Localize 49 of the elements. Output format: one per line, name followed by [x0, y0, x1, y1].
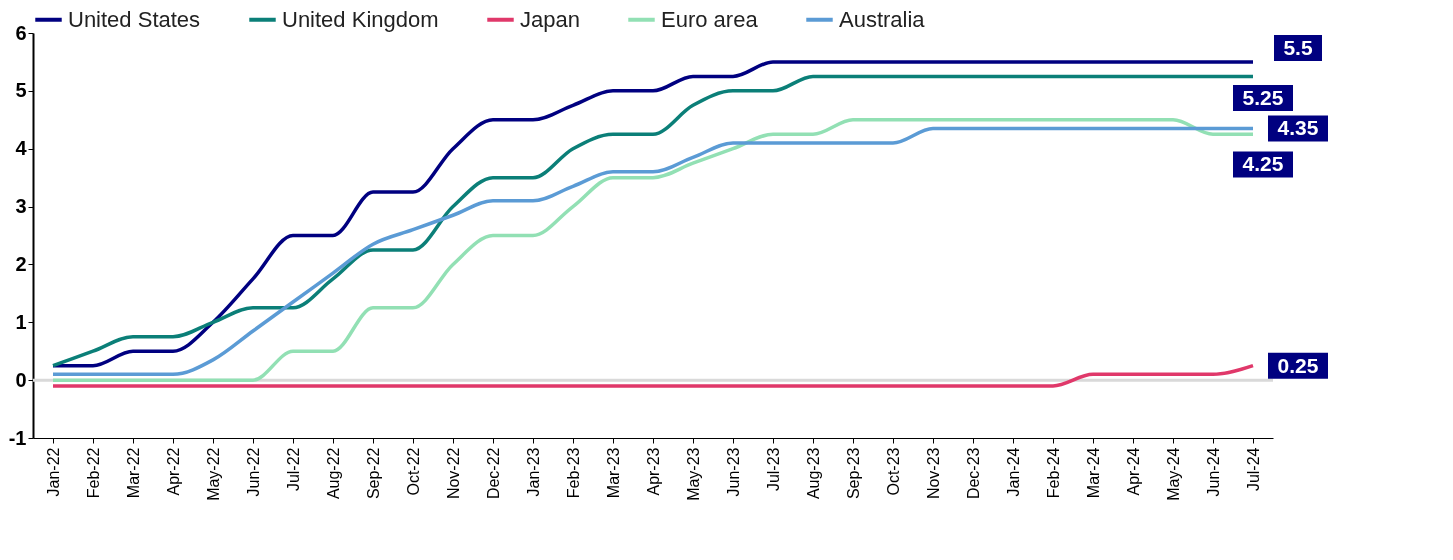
x-tick-label: May-23	[684, 447, 702, 501]
x-tick-label: May-22	[204, 447, 222, 501]
data-label: 0.25	[1277, 353, 1319, 377]
x-tick-label: Feb-22	[84, 447, 102, 499]
x-tick-label: Feb-23	[564, 447, 582, 499]
x-tick-label: Nov-22	[444, 447, 462, 500]
x-tick-label: Mar-23	[604, 447, 622, 499]
legend-label: United Kingdom	[282, 6, 439, 32]
x-tick-label: Apr-22	[164, 447, 182, 496]
x-tick-label: Jun-23	[724, 447, 742, 497]
x-tick-label: Jan-24	[1004, 447, 1022, 497]
y-tick-label: 0	[15, 368, 27, 391]
x-tick-label: Nov-23	[924, 447, 942, 500]
data-label: 5.5	[1283, 35, 1313, 59]
y-tick-label: 5	[15, 79, 27, 102]
x-tick-label: Jan-23	[524, 447, 542, 497]
x-tick-label: Jul-22	[284, 447, 302, 492]
x-tick-label: Oct-22	[404, 447, 422, 496]
x-tick-label: Apr-23	[644, 447, 662, 496]
x-tick-label: Sep-22	[364, 447, 382, 500]
data-label: 4.25	[1242, 152, 1284, 176]
data-label: 4.35	[1277, 116, 1319, 140]
legend-label: Australia	[839, 6, 926, 32]
x-tick-label: Aug-23	[804, 447, 822, 500]
x-tick-label: Apr-24	[1124, 447, 1142, 496]
y-tick-label: 2	[15, 252, 27, 275]
x-tick-label: Jun-24	[1204, 447, 1222, 497]
y-tick-label: -1	[8, 426, 27, 449]
x-tick-label: Dec-23	[964, 447, 982, 500]
y-tick-label: 4	[15, 137, 28, 160]
legend-label: United States	[68, 6, 201, 32]
x-tick-label: Dec-22	[484, 447, 502, 500]
x-tick-label: May-24	[1164, 447, 1182, 501]
data-label: 5.25	[1242, 85, 1284, 109]
y-tick-label: 1	[15, 310, 27, 333]
x-tick-label: Jul-24	[1244, 447, 1262, 492]
x-tick-label: Mar-22	[124, 447, 142, 499]
x-tick-label: Jan-22	[44, 447, 62, 497]
x-tick-label: Feb-24	[1044, 447, 1062, 499]
x-tick-label: Oct-23	[884, 447, 902, 496]
legend-label: Euro area	[661, 6, 759, 32]
legend-label: Japan	[520, 6, 580, 32]
x-tick-label: Mar-24	[1084, 447, 1102, 499]
x-tick-label: Aug-22	[324, 447, 342, 500]
x-tick-label: Sep-23	[844, 447, 862, 500]
y-tick-label: 3	[15, 195, 27, 218]
x-tick-label: Jul-23	[764, 447, 782, 492]
y-tick-label: 6	[15, 21, 27, 44]
x-tick-label: Jun-22	[244, 447, 262, 497]
